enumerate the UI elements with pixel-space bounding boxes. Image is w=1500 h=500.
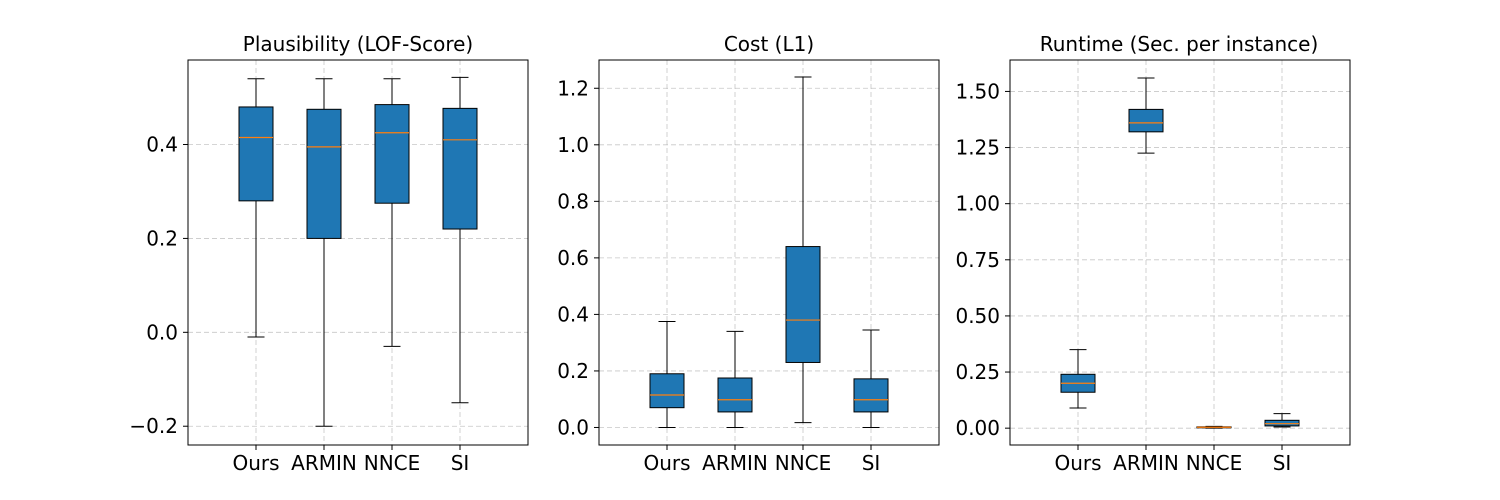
iqr-box bbox=[238, 106, 274, 202]
runtime-xtick-label: NNCE bbox=[1186, 451, 1243, 475]
cost-xtick-label: SI bbox=[862, 451, 881, 475]
runtime-xtick-label: Ours bbox=[1054, 451, 1101, 475]
cost-box-armin bbox=[717, 330, 753, 428]
runtime-ytick-label: 0.00 bbox=[955, 416, 1000, 440]
iqr-box bbox=[442, 107, 478, 230]
plausibility-box-armin bbox=[306, 78, 342, 427]
plausibility-xtick-label: SI bbox=[451, 451, 470, 475]
runtime-box-armin bbox=[1128, 77, 1164, 154]
runtime-ytick-label: 0.50 bbox=[955, 304, 1000, 328]
panel-title-plausibility: Plausibility (LOF-Score) bbox=[243, 32, 473, 56]
iqr-box bbox=[374, 104, 410, 204]
iqr-box bbox=[649, 373, 685, 409]
cost-xtick-label: ARMIN bbox=[702, 451, 768, 475]
runtime-xtick-label: SI bbox=[1273, 451, 1292, 475]
cost-box-ours bbox=[649, 320, 685, 428]
runtime-ytick-label: 0.75 bbox=[955, 248, 1000, 272]
panel-title-runtime: Runtime (Sec. per instance) bbox=[1040, 32, 1319, 56]
plausibility-ytick-label: 0.4 bbox=[146, 133, 178, 157]
plausibility-panel: Plausibility (LOF-Score) −0.2 0.0 0.2 0.4 Ou… bbox=[129, 32, 529, 475]
runtime-box-ours bbox=[1060, 349, 1096, 409]
cost-xtick-label: Ours bbox=[643, 451, 690, 475]
cost-ytick-label: 0.0 bbox=[557, 415, 589, 439]
plausibility-ytick-label: 0.2 bbox=[146, 226, 178, 250]
cost-ytick-label: 0.4 bbox=[557, 302, 589, 326]
cost-ytick-label: 0.2 bbox=[557, 359, 589, 383]
cost-ytick-label: 0.6 bbox=[557, 246, 589, 270]
plausibility-axes-frame bbox=[187, 59, 529, 446]
runtime-axes-frame bbox=[1009, 59, 1351, 446]
plausibility-box-ours bbox=[238, 78, 274, 338]
cost-ytick-label: 1.2 bbox=[557, 76, 589, 100]
panel-title-cost: Cost (L1) bbox=[724, 32, 814, 56]
cost-axes-frame bbox=[598, 59, 940, 446]
iqr-box bbox=[785, 246, 821, 363]
runtime-ytick-label: 1.00 bbox=[955, 192, 1000, 216]
plausibility-box-nnce bbox=[374, 78, 410, 347]
runtime-box-si bbox=[1264, 413, 1300, 428]
cost-box-nnce bbox=[785, 76, 821, 424]
cost-panel: Cost (L1) 0.0 0.2 0.4 0.6 0.8 1.0 1.2 Ours ARMIN… bbox=[557, 32, 940, 475]
iqr-box bbox=[1128, 108, 1164, 133]
cost-ytick-label: 0.8 bbox=[557, 189, 589, 213]
plausibility-ytick-label: 0.0 bbox=[146, 320, 178, 344]
plausibility-ytick-label: −0.2 bbox=[129, 414, 178, 438]
plausibility-xtick-label: Ours bbox=[232, 451, 279, 475]
iqr-box bbox=[717, 377, 753, 413]
runtime-box-nnce bbox=[1196, 425, 1232, 429]
iqr-box bbox=[306, 108, 342, 239]
cost-box-si bbox=[853, 329, 889, 428]
plausibility-box-si bbox=[442, 76, 478, 404]
plausibility-xtick-label: ARMIN bbox=[291, 451, 357, 475]
runtime-xtick-label: ARMIN bbox=[1113, 451, 1179, 475]
runtime-ytick-label: 1.50 bbox=[955, 79, 1000, 103]
runtime-panel: Runtime (Sec. per instance) 0.00 0.25 0.50… bbox=[955, 32, 1351, 475]
runtime-ytick-label: 1.25 bbox=[955, 136, 1000, 160]
iqr-box bbox=[853, 378, 889, 413]
runtime-ytick-label: 0.25 bbox=[955, 360, 1000, 384]
cost-xtick-label: NNCE bbox=[775, 451, 832, 475]
cost-ytick-label: 1.0 bbox=[557, 133, 589, 157]
plausibility-xtick-label: NNCE bbox=[364, 451, 421, 475]
